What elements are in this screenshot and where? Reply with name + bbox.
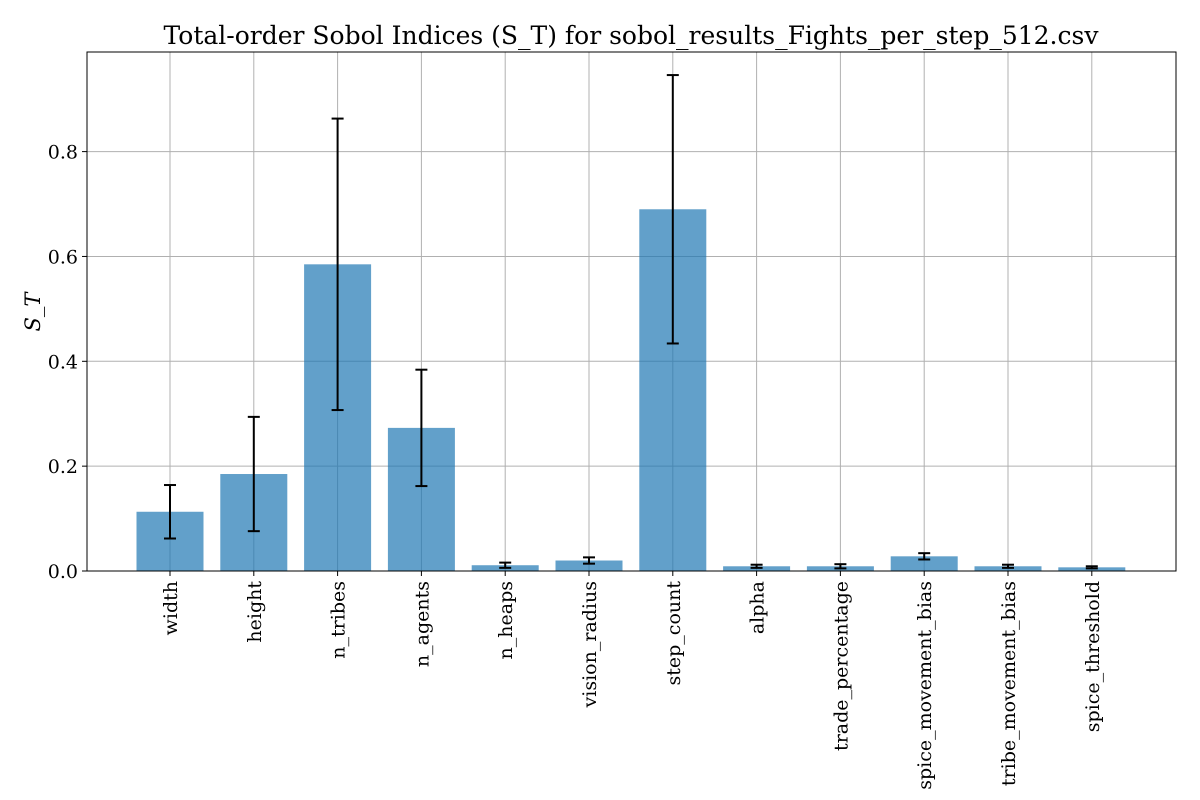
error-bar-spice_movement_bias xyxy=(918,552,931,561)
x-tick-label-alpha: alpha xyxy=(747,581,769,634)
error-bar-spice_threshold xyxy=(1085,565,1098,570)
x-tick-label-tribe_movement_bias: tribe_movement_bias xyxy=(998,581,1020,786)
error-bar-height xyxy=(247,415,260,533)
y-tick-label: 0.6 xyxy=(48,246,78,268)
error-bar-width xyxy=(164,484,176,540)
y-tick-label: 0.2 xyxy=(48,456,78,478)
x-tick-label-width: width xyxy=(160,581,182,635)
error-bar-step_count xyxy=(666,74,679,345)
plot-frame xyxy=(86,51,1177,572)
x-tick-label-n_tribes: n_tribes xyxy=(328,581,350,659)
x-tick-label-vision_radius: vision_radius xyxy=(579,581,601,708)
x-tick-label-spice_threshold: spice_threshold xyxy=(1082,581,1104,732)
error-bar-n_agents xyxy=(415,368,428,488)
error-bars xyxy=(164,74,1098,570)
y-axis-ticks: 0.0 0.2 0.4 0.6 0.8 xyxy=(48,142,87,583)
error-bar-tribe_movement_bias xyxy=(1002,563,1014,569)
y-tick-label: 0.0 xyxy=(48,561,78,583)
bar-spice_movement_bias xyxy=(890,556,958,571)
error-bar-n_heaps xyxy=(499,561,512,569)
x-tick-label-n_heaps: n_heaps xyxy=(495,581,517,659)
bar-vision_radius xyxy=(555,560,623,571)
error-bar-n_tribes xyxy=(331,117,344,412)
chart-title: Total-order Sobol Indices (S_T) for sobo… xyxy=(164,21,1100,50)
bars xyxy=(136,209,1126,572)
x-axis-ticks: width height n_tribes n_agents n_heaps vision… xyxy=(160,571,1104,790)
error-bar-alpha xyxy=(750,563,763,569)
x-tick-label-trade_percentage: trade_percentage xyxy=(830,581,852,751)
x-tick-label-spice_movement_bias: spice_movement_bias xyxy=(914,581,936,790)
y-tick-label: 0.8 xyxy=(48,142,78,164)
x-tick-label-height: height xyxy=(244,581,266,643)
error-bar-vision_radius xyxy=(583,556,595,565)
error-bar-trade_percentage xyxy=(834,563,847,570)
y-tick-label: 0.4 xyxy=(48,351,78,373)
x-tick-label-step_count: step_count xyxy=(663,581,685,686)
x-tick-label-n_agents: n_agents xyxy=(411,581,433,667)
y-axis-label: S_T xyxy=(21,291,45,332)
